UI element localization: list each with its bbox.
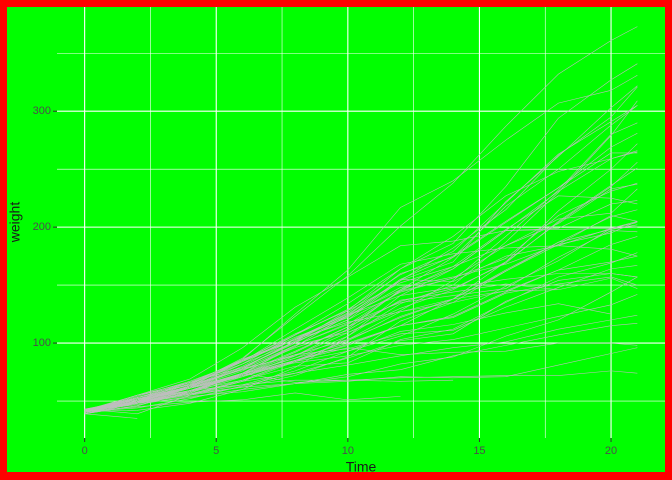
series-line [84, 86, 638, 412]
series-line [84, 226, 638, 411]
series-line [84, 323, 638, 412]
series-line [84, 85, 638, 415]
series-line [84, 183, 638, 413]
series-line [84, 132, 638, 411]
series-line [84, 215, 638, 412]
y-tick-label: 100 [33, 337, 51, 349]
series-line [84, 314, 638, 412]
x-tick-label: 10 [342, 445, 354, 457]
y-axis-label: weight [7, 202, 23, 244]
series-line [84, 182, 638, 413]
x-tick-label: 20 [605, 445, 617, 457]
x-tick-label: 0 [82, 445, 88, 457]
series-line [84, 276, 638, 410]
y-tick-label: 200 [33, 221, 51, 233]
series-line [84, 230, 638, 412]
x-tick-label: 15 [473, 445, 485, 457]
series-line [84, 252, 638, 412]
x-axis-label: Time [346, 459, 377, 475]
series-line [84, 255, 638, 410]
x-tick-label: 5 [213, 445, 219, 457]
series-line [84, 392, 401, 412]
y-tick-label: 300 [33, 105, 51, 117]
series-line [84, 276, 638, 411]
series-line [84, 200, 638, 412]
series-line [84, 413, 138, 419]
plot-background [7, 7, 665, 472]
series-line [84, 152, 638, 412]
series-line [84, 167, 638, 411]
